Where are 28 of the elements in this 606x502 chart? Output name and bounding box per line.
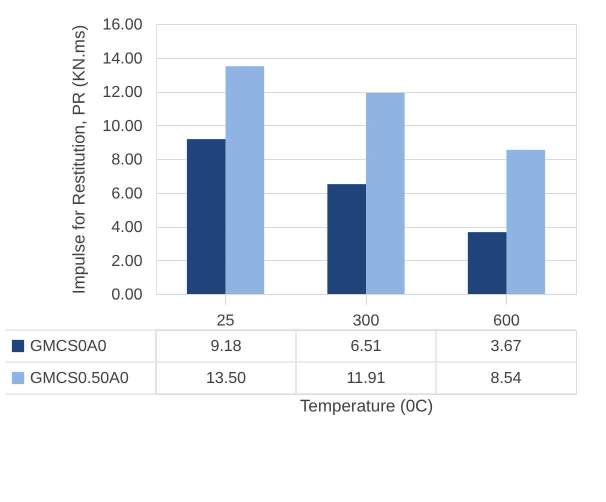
y-tick-label: 2.00 xyxy=(111,252,143,270)
y-tick-label: 16.00 xyxy=(102,16,143,34)
x-tick-label: 25 xyxy=(216,312,235,330)
data-label: 13.50 xyxy=(206,370,246,387)
data-label: 9.18 xyxy=(210,338,242,355)
y-tick-label: 10.00 xyxy=(102,118,143,135)
y-tick-label: 14.00 xyxy=(102,50,143,68)
bar xyxy=(506,150,546,294)
x-tick-label: 600 xyxy=(493,312,520,330)
data-label: 8.54 xyxy=(490,370,522,387)
data-label: 11.91 xyxy=(346,370,386,387)
bar xyxy=(468,232,506,294)
y-tick-label: 8.00 xyxy=(111,152,143,168)
y-axis-title: Impulse for Restitution, PR (KN.ms) xyxy=(69,24,88,294)
y-tick-label: 12.00 xyxy=(102,84,143,101)
data-label: 3.67 xyxy=(490,338,522,355)
y-tick-label: 0.00 xyxy=(111,286,143,304)
data-label: 6.51 xyxy=(350,338,382,355)
y-tick-label: 4.00 xyxy=(111,219,143,236)
bar xyxy=(186,139,226,294)
bar xyxy=(226,66,264,294)
bar xyxy=(366,93,405,294)
bar xyxy=(327,184,366,294)
x-tick-label: 300 xyxy=(352,312,380,330)
legend-label: GMCS0A0 xyxy=(30,338,107,355)
y-tick-label: 6.00 xyxy=(111,185,143,202)
x-axis-title: Temperature (0C) xyxy=(300,396,434,416)
legend-label: GMCS0.50A0 xyxy=(30,370,129,387)
